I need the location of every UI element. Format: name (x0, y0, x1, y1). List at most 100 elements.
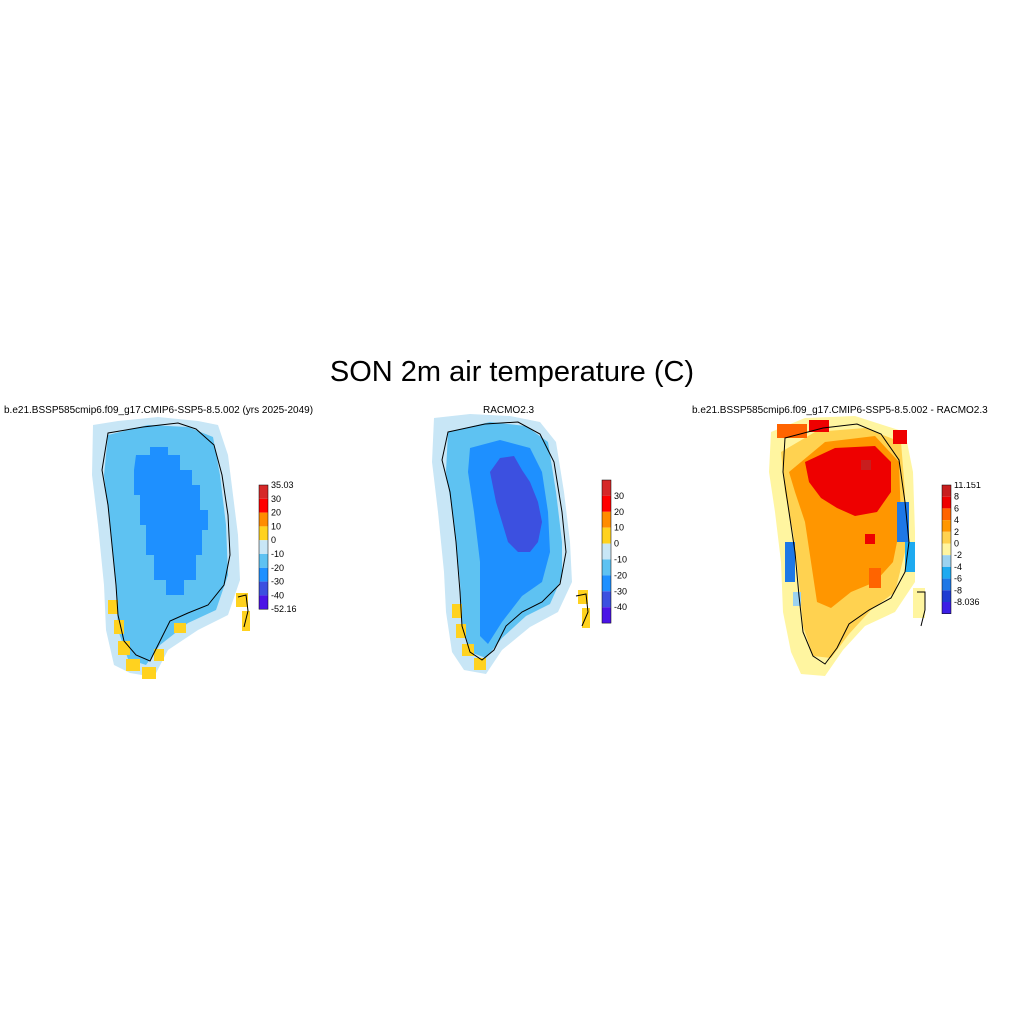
figure-title: SON 2m air temperature (C) (329, 356, 695, 388)
colorbar-swatch (259, 554, 268, 568)
field-cell-coast (108, 600, 118, 614)
field-cell-coast (893, 430, 907, 444)
field-cell-coast (578, 590, 588, 604)
colorbar-swatch (942, 485, 951, 497)
coastline-island (575, 593, 589, 627)
colorbar-tick-label: -40 (614, 602, 627, 612)
colorbar-tick-label: 20 (614, 507, 624, 517)
colorbar-outline (601, 479, 612, 624)
field-cell-coast (114, 620, 124, 634)
colorbar-tick-label: 2 (954, 527, 959, 537)
colorbar-tick-label: 30 (271, 494, 281, 504)
colorbar-tick-label: -10 (271, 549, 284, 559)
field-cell-coast (452, 604, 462, 618)
field-cell-coast (474, 658, 486, 670)
field-cell (861, 460, 871, 470)
panel-title-racmo: RACMO2.3 (483, 405, 535, 416)
coastline-diff (782, 423, 910, 665)
colorbar-swatch (259, 498, 268, 513)
colorbar-racmo: 30 20 10 0 -10 -20 -30 -40 (601, 479, 627, 624)
map-panel-model (92, 417, 250, 679)
field-cell-coast (456, 624, 466, 638)
colorbar-tick-label: -6 (954, 574, 962, 584)
map-panel-diff (769, 416, 926, 676)
colorbar-swatch (942, 590, 951, 602)
field-cell-coast (126, 659, 140, 671)
colorbar-outline (258, 484, 269, 610)
field-region-core (134, 447, 208, 595)
colorbar-swatch (942, 520, 951, 532)
field-cell-coast (174, 623, 186, 633)
map-panel-racmo (432, 414, 590, 674)
field-cell-coast (785, 542, 795, 582)
colorbar-model: 35.03 30 20 10 0 -10 -20 -30 -40 -52.16 (258, 480, 297, 614)
colorbar-tick-label: 10 (614, 523, 624, 533)
greenland-field-racmo (432, 414, 590, 674)
colorbar-swatch (602, 607, 611, 624)
colorbar-swatch (942, 531, 951, 544)
colorbar-swatch (942, 555, 951, 567)
colorbar-swatch (259, 567, 268, 582)
colorbar-swatch (259, 540, 268, 554)
colorbar-tick-label: -2 (954, 550, 962, 560)
colorbar-tick-label: 11.151 (954, 482, 981, 490)
colorbar-tick-label: -40 (271, 590, 284, 600)
colorbar-swatch (602, 543, 611, 560)
colorbar-swatch (602, 575, 611, 592)
colorbar-swatch (259, 485, 268, 499)
colorbar-swatch (602, 559, 611, 576)
coastline-racmo (441, 421, 567, 661)
colorbar-swatch (942, 566, 951, 579)
colorbar-tick-label: 0 (954, 539, 959, 549)
field-cell-coast (913, 588, 925, 618)
colorbar-tick-label: -4 (954, 562, 962, 572)
field-cell-coast (809, 420, 829, 432)
colorbar-swatch (259, 526, 268, 541)
field-cell-coast (905, 542, 915, 572)
colorbar-tick-label: 8 (954, 492, 959, 502)
coastline-island (237, 594, 249, 628)
colorbar-tick-label: -30 (271, 577, 284, 587)
colorbar-tick-label: 4 (954, 515, 959, 525)
colorbar-swatch (942, 508, 951, 521)
colorbar-tick-label: 20 (271, 508, 281, 518)
colorbar-tick-label: -8.036 (954, 597, 980, 607)
colorbar-tick-label: -10 (614, 555, 627, 565)
colorbar-swatch (942, 602, 951, 614)
colorbar-tick-label: 10 (271, 521, 281, 531)
colorbar-swatch (602, 527, 611, 544)
field-cell-coast (793, 592, 801, 606)
field-cell (865, 534, 875, 544)
colorbar-swatch (602, 591, 611, 608)
colorbar-tick-label: -8 (954, 585, 962, 595)
colorbar-tick-label: -30 (614, 586, 627, 596)
field-cell-coast (582, 608, 590, 628)
colorbar-tick-label: 30 (614, 491, 624, 501)
field-cell-coast (142, 667, 156, 679)
colorbar-tick-label: 0 (614, 539, 619, 549)
colorbar-swatch (602, 511, 611, 528)
colorbar-swatch (942, 543, 951, 556)
colorbar-swatch (602, 480, 611, 496)
field-region-core (490, 456, 542, 552)
colorbar-swatch (259, 512, 268, 527)
colorbar-tick-label: -52.16 (271, 604, 297, 614)
colorbar-swatch (942, 496, 951, 509)
panel-title-model: b.e21.BSSP585cmip6.f09_g17.CMIP6-SSP5-8.… (4, 405, 314, 416)
colorbar-tick-label: -20 (614, 570, 627, 580)
colorbar-outline (941, 484, 952, 614)
field-cell-coast (154, 649, 164, 661)
greenland-field-model (92, 417, 250, 679)
colorbar-swatch (942, 578, 951, 591)
panel-title-diff: b.e21.BSSP585cmip6.f09_g17.CMIP6-SSP5-8.… (692, 405, 988, 416)
colorbar-swatch (602, 495, 611, 512)
field-cell-coast (118, 641, 130, 655)
coastline-island (917, 591, 926, 627)
colorbar-tick-label: -20 (271, 563, 284, 573)
colorbar-tick-label: 0 (271, 535, 276, 545)
colorbar-tick-label: 35.03 (271, 480, 294, 490)
colorbar-tick-label: 6 (954, 503, 959, 513)
field-cell-coast (869, 568, 881, 588)
colorbar-swatch (259, 581, 268, 596)
colorbar-diff: 11.151 86 4 2 0-2 -4 -6-8 -8.036 (941, 482, 981, 614)
